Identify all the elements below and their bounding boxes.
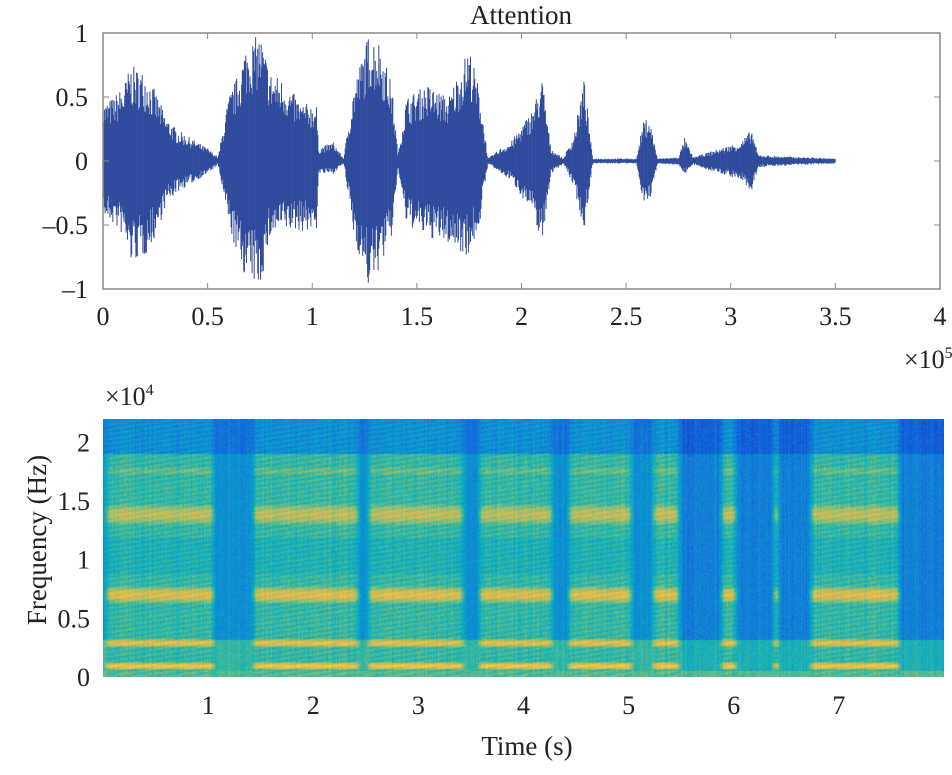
- chart-title: Attention: [470, 0, 572, 30]
- waveform-chart: Attention 0 0.5 1 1.5 2 2.5 3 3.5 4 1 0.5 0 –0.5 –1 ×…: [42, 0, 952, 374]
- y-tick-label: 0.5: [56, 83, 89, 112]
- spectrogram-heatmap: [103, 419, 944, 677]
- y-tick-label: –0.5: [42, 211, 89, 240]
- x-tick-label: 0.5: [191, 302, 224, 331]
- x-axis-label: Time (s): [481, 731, 572, 761]
- y-axis-label: Frequency (Hz): [22, 455, 52, 625]
- x-tick-label: 1: [202, 691, 215, 720]
- x-multiplier: ×105: [904, 345, 952, 374]
- x-tick-label: 4: [517, 691, 530, 720]
- x-tick-label: 6: [727, 691, 740, 720]
- y-tick-label: 1: [75, 19, 88, 48]
- x-tick-label: 3: [724, 302, 737, 331]
- x-tick-label: 3: [412, 691, 425, 720]
- y-tick-label: 1: [77, 546, 90, 575]
- y-tick-label: 0.5: [58, 604, 91, 633]
- x-tick-label: 1.5: [401, 302, 434, 331]
- x-tick-label: 0: [97, 302, 110, 331]
- y-tick-label: 1.5: [58, 487, 91, 516]
- y-tick-label: 2: [77, 428, 90, 457]
- x-tick-label: 7: [832, 691, 845, 720]
- waveform-series: [102, 37, 836, 283]
- x-tick-label: 4: [934, 302, 947, 331]
- x-tick-label: 1: [306, 302, 319, 331]
- y-tick-label: –1: [61, 275, 88, 304]
- x-tick-label: 5: [622, 691, 635, 720]
- x-tick-label: 2.5: [610, 302, 643, 331]
- y-tick-label: 0: [75, 147, 88, 176]
- y-tick-label: 0: [77, 663, 90, 692]
- x-tick-label: 2: [515, 302, 528, 331]
- x-tick-label: 2: [307, 691, 320, 720]
- x-tick-label: 3.5: [819, 302, 852, 331]
